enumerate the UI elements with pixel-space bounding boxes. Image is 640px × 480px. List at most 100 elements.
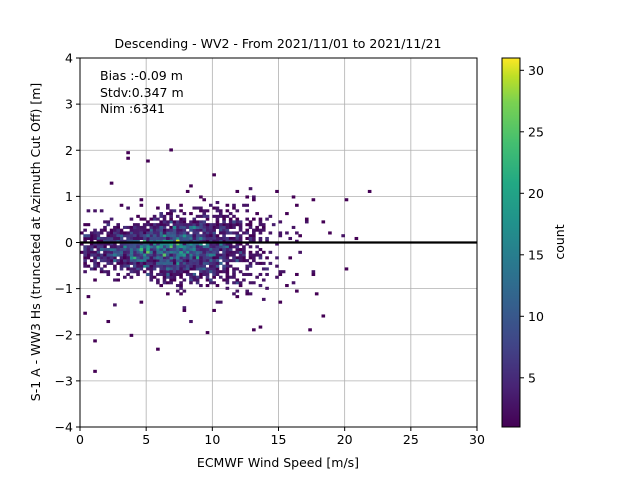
y-tick-label: −1 xyxy=(55,281,73,296)
density-cell xyxy=(83,253,87,257)
density-cell xyxy=(99,256,104,260)
density-cell xyxy=(106,253,111,257)
density-cell xyxy=(245,203,250,207)
density-cell xyxy=(139,203,144,207)
density-cell xyxy=(222,250,226,254)
density-cell xyxy=(162,281,167,285)
density-cell xyxy=(225,239,230,243)
density-cell xyxy=(136,261,140,265)
density-cell xyxy=(119,256,124,260)
density-cell xyxy=(258,220,263,224)
density-cell xyxy=(275,275,279,279)
density-cell xyxy=(238,259,243,263)
density-cell xyxy=(136,225,140,229)
density-cell xyxy=(245,209,250,213)
density-cell xyxy=(202,245,207,249)
density-cell xyxy=(159,234,164,238)
density-cell xyxy=(245,267,250,271)
density-cell xyxy=(321,314,326,318)
density-cell xyxy=(205,256,210,260)
density-cell xyxy=(232,292,236,296)
density-cell xyxy=(132,264,137,268)
density-cell xyxy=(291,281,296,285)
density-cell xyxy=(162,234,167,238)
density-cell xyxy=(109,231,114,235)
density-cell xyxy=(205,236,210,241)
density-cell xyxy=(218,261,223,265)
density-cell xyxy=(162,231,167,235)
density-cell xyxy=(149,228,154,232)
density-cell xyxy=(113,256,117,260)
density-cell xyxy=(129,239,134,243)
density-cell xyxy=(99,248,104,252)
density-cell xyxy=(156,242,160,246)
density-cell xyxy=(99,245,104,249)
density-cell xyxy=(162,267,167,271)
density-cell xyxy=(146,236,150,241)
density-cell xyxy=(212,234,216,238)
density-cell xyxy=(83,259,87,263)
density-cell xyxy=(162,278,167,282)
density-cell xyxy=(252,259,256,263)
density-cell xyxy=(298,250,302,254)
density-cell xyxy=(245,259,250,263)
density-cell xyxy=(232,220,236,224)
density-cell xyxy=(212,245,216,249)
density-cell xyxy=(159,231,164,235)
density-cell xyxy=(129,261,134,265)
density-cell xyxy=(212,256,216,260)
density-cell xyxy=(228,223,233,227)
density-cell xyxy=(166,236,170,241)
density-cell xyxy=(192,220,197,224)
density-cell xyxy=(179,209,183,213)
density-cell xyxy=(156,248,160,252)
density-cell xyxy=(228,245,233,249)
density-cell xyxy=(202,261,207,265)
density-cell xyxy=(169,209,173,213)
density-cell xyxy=(106,250,111,254)
density-cell xyxy=(252,239,256,243)
density-cell xyxy=(195,275,200,279)
y-tick-label: 2 xyxy=(65,143,73,158)
density-cell xyxy=(212,267,216,271)
density-cell xyxy=(228,239,233,243)
density-cell xyxy=(159,259,164,263)
density-cell xyxy=(192,206,197,210)
density-cell xyxy=(222,225,226,229)
density-cell xyxy=(126,242,130,246)
colorbar-tick-label: 25 xyxy=(528,124,544,139)
x-tick-label: 20 xyxy=(337,432,353,447)
density-cell xyxy=(192,256,197,260)
density-cell xyxy=(232,275,236,279)
x-tick-label: 10 xyxy=(204,432,220,447)
density-cell xyxy=(116,234,120,238)
density-cell xyxy=(202,264,207,268)
density-cell xyxy=(179,261,183,265)
density-cell xyxy=(172,242,177,246)
density-cell xyxy=(159,214,164,218)
density-cell xyxy=(205,231,210,235)
density-cell xyxy=(172,236,177,241)
density-cell xyxy=(235,236,240,241)
y-tick-label: 0 xyxy=(65,235,73,250)
density-cell xyxy=(268,231,273,235)
density-cell xyxy=(132,242,137,246)
density-cell xyxy=(261,278,266,282)
density-cell xyxy=(265,217,269,221)
density-cell xyxy=(189,264,193,268)
density-cell xyxy=(209,239,213,243)
density-cell xyxy=(166,281,170,285)
density-cell xyxy=(222,236,226,241)
density-cell xyxy=(156,236,160,241)
density-cell xyxy=(182,289,187,293)
density-cell xyxy=(195,256,200,260)
density-cell xyxy=(123,225,127,229)
density-cell xyxy=(166,220,170,224)
density-cell xyxy=(295,239,299,243)
density-cell xyxy=(159,245,164,249)
density-cell xyxy=(169,217,173,221)
density-cell xyxy=(252,256,256,260)
density-cell xyxy=(119,234,124,238)
density-cell xyxy=(199,284,203,288)
density-cell xyxy=(142,245,147,249)
